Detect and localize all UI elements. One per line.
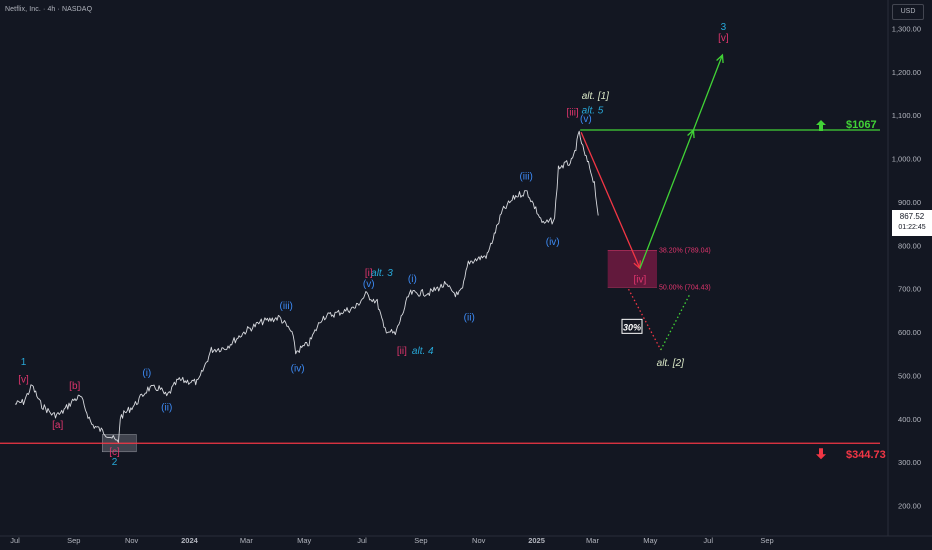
x-tick-label: 2025 [528,536,545,545]
wave-label: alt. 3 [371,268,393,279]
x-tick-label: Nov [125,536,139,545]
x-tick-label: Mar [586,536,599,545]
x-tick-label: Sep [67,536,80,545]
bar-countdown: 01:22:45 [898,224,926,231]
currency-button[interactable]: USD [892,4,924,20]
x-tick-label: Jul [703,536,713,545]
wave-label: [c] [109,447,120,458]
arrow-up-icon [816,120,826,132]
fib-50-label: 50.00% (704.43) [659,284,711,291]
x-tick-label: May [643,536,657,545]
wave-label: [iv] [634,275,647,286]
price-line [14,130,599,443]
wave-label: alt. 4 [412,346,434,357]
projection-alt-rally [660,293,691,351]
wave-label: [v] [718,33,729,44]
projection-drop [580,131,641,269]
target-cross-arrowhead [687,128,695,139]
y-tick-label: 800.00 [898,241,921,250]
probability-badge: 30% [623,322,641,332]
wave-label: alt. [2] [657,358,684,369]
x-tick-label: Sep [414,536,427,545]
wave-label: alt. [1] [582,91,609,102]
wave-label: [v] [18,374,29,385]
y-tick-label: 400.00 [898,415,921,424]
x-tick-label: May [297,536,311,545]
wave-label: 3 [721,22,727,33]
projection-arrowhead-rally [716,53,724,64]
wave-label: (iii) [280,301,293,312]
last-price-badge: 867.52 01:22:45 [892,210,932,236]
last-price-value: 867.52 [899,212,925,221]
x-tick-label: Jul [10,536,20,545]
arrow-down-icon [816,448,826,460]
fib-38-label: 38.20% (789.04) [659,248,711,255]
y-tick-label: 900.00 [898,198,921,207]
y-tick-label: 1,300.00 [892,25,921,34]
y-tick-label: 1,000.00 [892,155,921,164]
wave-label: 1 [21,357,27,368]
y-tick-label: 600.00 [898,328,921,337]
projection-rally [639,54,724,269]
probability-badge-frame [621,318,643,334]
x-tick-label: Sep [760,536,773,545]
fib-retracement-zone [607,250,657,288]
x-tick-label: 2024 [181,536,199,545]
y-tick-label: 300.00 [898,458,921,467]
symbol-title: Netflix, Inc. · 4h · NASDAQ [5,6,93,13]
wave-label: [ii] [397,346,407,357]
x-tick-label: Nov [472,536,486,545]
wave-label: (i) [142,368,151,379]
y-tick-label: 1,100.00 [892,111,921,120]
y-tick-label: 700.00 [898,285,921,294]
wave-label: [i] [365,268,373,279]
projection-alt-drop [627,288,662,351]
wave-label: (iii) [519,171,532,182]
y-tick-label: 500.00 [898,371,921,380]
wave-label: 2 [112,457,118,468]
wave-label: (v) [580,114,592,125]
wave-label: (iv) [546,237,560,248]
target-level-label: $1067 [846,119,877,131]
wave-label: [b] [69,381,80,392]
y-tick-label: 200.00 [898,502,921,511]
x-tick-label: Mar [240,536,253,545]
wave-label: (v) [363,279,375,290]
wave-label: (iv) [291,364,305,375]
wave-label: (ii) [161,403,172,414]
x-tick-label: Jul [357,536,367,545]
wave-label: alt. 5 [582,106,604,117]
wave-label: [iii] [566,108,578,119]
wave-label: (i) [408,274,417,285]
wave-label: (ii) [464,312,475,323]
stop-level-label: $344.73 [846,449,886,461]
y-tick-label: 1,200.00 [892,68,921,77]
wave-label: [a] [52,420,63,431]
